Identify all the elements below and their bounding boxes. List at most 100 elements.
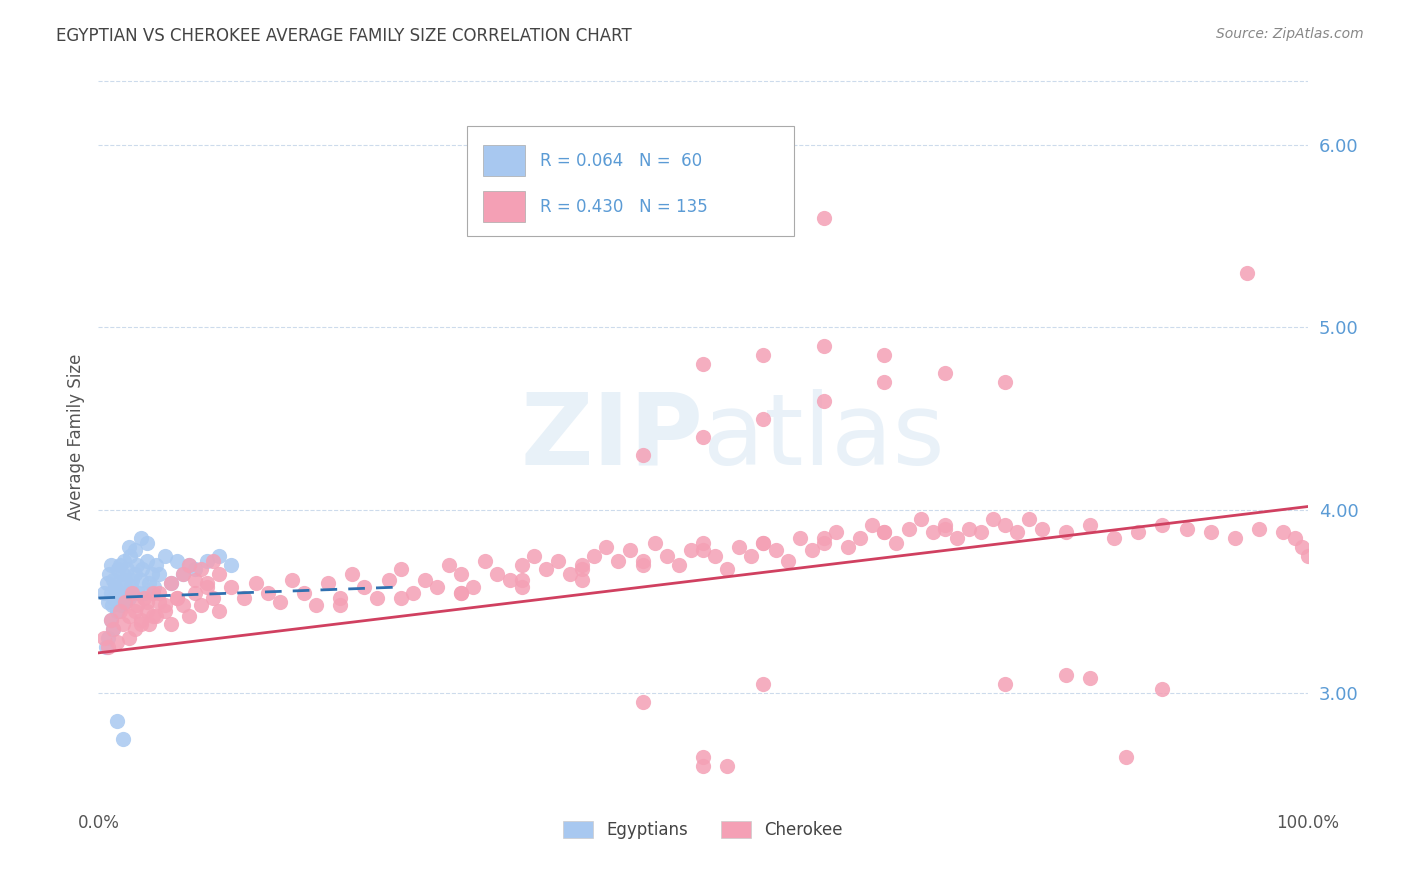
Point (97, 632, 120, 646)
Point (583, 549, 606, 563)
Point (100, 613, 122, 627)
Point (765, 543, 787, 558)
Point (389, 562, 412, 576)
Point (129, 531, 152, 545)
Point (558, 567, 581, 582)
Point (292, 585, 315, 599)
Point (631, 558, 654, 573)
Point (184, 573, 207, 587)
Point (108, 576, 131, 591)
Point (114, 573, 136, 587)
Point (934, 366, 956, 380)
Point (172, 599, 194, 613)
Point (510, 558, 533, 573)
Point (124, 567, 146, 582)
Point (1175, 521, 1198, 535)
Point (571, 562, 593, 576)
Point (1249, 521, 1271, 535)
Bar (482, 145, 526, 176)
Point (101, 622, 124, 636)
Point (1031, 521, 1053, 535)
Point (1223, 531, 1246, 545)
Point (172, 567, 194, 582)
Point (160, 576, 183, 591)
Point (849, 531, 872, 545)
Point (1054, 525, 1077, 540)
Point (105, 585, 128, 599)
Point (619, 543, 641, 558)
Point (108, 558, 131, 573)
Point (752, 411, 775, 425)
Point (281, 573, 304, 587)
Point (305, 599, 328, 613)
Point (716, 759, 738, 773)
Point (129, 613, 152, 627)
Point (104, 580, 127, 594)
Point (108, 604, 131, 618)
Point (124, 622, 146, 636)
Point (115, 585, 138, 599)
Point (813, 536, 835, 550)
Point (100, 613, 122, 627)
Point (1152, 517, 1174, 532)
Point (1102, 531, 1125, 545)
Point (921, 525, 943, 540)
Point (728, 540, 751, 554)
Point (153, 549, 176, 563)
Text: R = 0.064   N =  60: R = 0.064 N = 60 (540, 152, 702, 169)
Point (202, 591, 225, 605)
Point (1018, 512, 1040, 526)
Point (118, 540, 141, 554)
Point (910, 512, 932, 526)
Point (450, 567, 472, 582)
Point (118, 591, 141, 605)
Point (138, 616, 160, 631)
Point (813, 211, 835, 225)
Point (692, 759, 714, 773)
Point (800, 543, 823, 558)
Point (135, 595, 157, 609)
Text: atlas: atlas (703, 389, 945, 485)
Point (142, 585, 165, 599)
Point (510, 573, 533, 587)
Point (143, 580, 166, 594)
Point (1284, 531, 1306, 545)
Point (98, 567, 121, 582)
Point (342, 567, 364, 582)
Point (120, 580, 142, 594)
Point (114, 595, 136, 609)
Point (437, 558, 460, 573)
Point (631, 695, 654, 709)
Point (121, 573, 143, 587)
Point (547, 554, 569, 568)
Point (221, 580, 243, 594)
Text: Source: ZipAtlas.com: Source: ZipAtlas.com (1216, 27, 1364, 41)
Point (970, 525, 993, 540)
Point (523, 549, 546, 563)
Point (93, 585, 115, 599)
Point (245, 576, 267, 591)
Point (631, 449, 654, 463)
Point (97, 640, 120, 655)
Point (316, 576, 339, 591)
Point (994, 517, 1017, 532)
Point (108, 591, 131, 605)
Point (752, 348, 775, 362)
Point (897, 521, 920, 535)
Point (190, 562, 212, 576)
Point (426, 580, 449, 594)
Point (752, 536, 775, 550)
Point (148, 595, 170, 609)
Point (118, 609, 141, 624)
Point (1199, 525, 1222, 540)
Point (571, 573, 593, 587)
Point (160, 576, 183, 591)
Point (190, 599, 212, 613)
Point (142, 609, 165, 624)
Point (141, 567, 163, 582)
Point (105, 714, 128, 728)
Point (105, 635, 128, 649)
Point (111, 731, 134, 746)
Point (111, 616, 134, 631)
Point (450, 585, 472, 599)
